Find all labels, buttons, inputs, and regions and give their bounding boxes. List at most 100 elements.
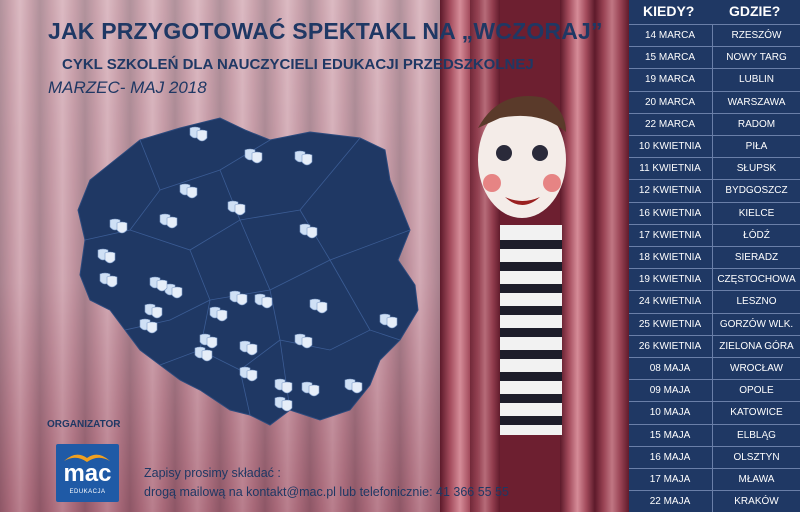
schedule-row: 19 KWIETNIA CZĘSTOCHOWA (629, 268, 800, 292)
schedule-date: 15 MAJA (649, 429, 691, 441)
schedule-city: OPOLE (739, 385, 774, 397)
schedule-city: SŁUPSK (736, 163, 777, 175)
schedule-row: 14 MARCA RZESZÓW (629, 24, 800, 48)
schedule-city: SIERADZ (734, 252, 779, 263)
schedule-date: 16 MAJA (649, 451, 691, 463)
theatre-masks-icon (379, 313, 398, 329)
column-divider (712, 24, 713, 512)
theatre-masks-icon (109, 218, 128, 234)
schedule-date: 12 KWIETNIA (638, 185, 702, 197)
schedule-city: ŁÓDŹ (743, 229, 770, 241)
where-header: GDZIE? (729, 3, 781, 19)
theatre-masks-icon (164, 283, 183, 299)
schedule-row: 26 KWIETNIA ZIELONA GÓRA (629, 334, 800, 359)
schedule-date: 16 KWIETNIA (638, 207, 702, 219)
schedule-row: 08 MAJA WROCŁAW (629, 357, 800, 381)
theatre-masks-icon (274, 378, 293, 394)
contact-info: Zapisy prosimy składać : drogą mailową n… (144, 464, 509, 502)
schedule-date: 19 MARCA (644, 74, 695, 86)
schedule-city: RZESZÓW (731, 30, 782, 41)
logo-text: mac (63, 460, 112, 487)
schedule-row: 16 MAJA OLSZTYN (629, 445, 800, 470)
schedule-city: PIŁA (745, 141, 768, 152)
schedule-table: KIEDY? GDZIE? 14 MARCA RZESZÓW 15 MARCA NOW… (629, 0, 800, 512)
theatre-masks-icon (344, 378, 363, 394)
theatre-masks-icon (244, 148, 263, 164)
theatre-masks-icon (239, 366, 258, 382)
theatre-masks-icon (179, 183, 198, 199)
schedule-date: 20 MARCA (644, 96, 695, 108)
schedule-date: 18 KWIETNIA (638, 252, 702, 263)
theatre-masks-icon (301, 381, 320, 397)
theatre-masks-icon (294, 150, 313, 166)
schedule-row: 10 KWIETNIA PIŁA (629, 135, 800, 159)
schedule-city: KATOWICE (730, 407, 783, 419)
page-title: JAK PRZYGOTOWAĆ SPEKTAKL NA „WCZORAJ” (48, 18, 603, 44)
logo-swoosh-icon (64, 454, 110, 462)
when-header: KIEDY? (643, 3, 695, 19)
schedule-row: 20 MARCA WARSZAWA (629, 90, 800, 115)
schedule-row: 09 MAJA OPOLE (629, 379, 800, 403)
schedule-city: MŁAWA (738, 474, 775, 485)
schedule-city: NOWY TARG (726, 52, 787, 64)
schedule-city: KIELCE (738, 207, 775, 219)
theatre-masks-icon (294, 333, 313, 349)
schedule-row: 25 KWIETNIA GORZÓW WLK. (629, 312, 800, 337)
schedule-date: 14 MARCA (644, 30, 695, 41)
schedule-date: 08 MAJA (649, 363, 691, 374)
schedule-date: 10 MAJA (649, 407, 691, 419)
theatre-masks-icon (189, 126, 208, 142)
poland-map (77, 117, 419, 426)
schedule-row: 22 MAJA KRAKÓW (629, 490, 800, 512)
schedule-row: 16 KWIETNIA KIELCE (629, 201, 800, 226)
organizer-label: ORGANIZATOR (47, 419, 121, 430)
theatre-masks-icon (144, 303, 163, 319)
schedule-city: LESZNO (736, 296, 777, 308)
schedule-date: 10 KWIETNIA (638, 141, 702, 152)
schedule-city: WROCŁAW (730, 363, 783, 374)
theatre-masks-icon (274, 396, 293, 412)
contact-line-2: drogą mailową na kontakt@mac.pl lub tele… (144, 485, 509, 499)
clown-child-illustration (478, 96, 566, 435)
schedule-date: 17 KWIETNIA (638, 229, 702, 241)
theatre-masks-icon (209, 306, 228, 322)
schedule-row: 11 KWIETNIA SŁUPSK (629, 157, 800, 181)
mac-logo: mac EDUKACJA (56, 444, 119, 502)
theatre-masks-icon (99, 272, 118, 288)
theatre-masks-icon (139, 318, 158, 334)
schedule-city: LUBLIN (738, 74, 774, 86)
schedule-row: 15 MARCA NOWY TARG (629, 46, 800, 70)
schedule-city: KRAKÓW (734, 496, 779, 508)
schedule-city: WARSZAWA (727, 96, 786, 108)
theatre-masks-icon (299, 223, 318, 239)
theatre-masks-icon (239, 340, 258, 356)
schedule-date: 09 MAJA (649, 385, 691, 397)
schedule-date: 22 MARCA (644, 118, 695, 130)
schedule-date: 19 KWIETNIA (638, 274, 702, 286)
schedule-row: 22 MARCA RADOM (629, 112, 800, 137)
schedule-city: BYDGOSZCZ (725, 185, 788, 197)
schedule-date: 15 MARCA (644, 52, 695, 64)
page-subtitle: CYKL SZKOLEŃ DLA NAUCZYCIELI EDUKACJI PR… (62, 56, 534, 73)
theatre-masks-icon (254, 293, 273, 309)
schedule-row: 18 KWIETNIA SIERADZ (629, 246, 800, 270)
schedule-row: 15 MAJA ELBLĄG (629, 423, 800, 448)
schedule-date: 26 KWIETNIA (638, 340, 702, 352)
theatre-masks-icon (199, 333, 218, 349)
theatre-masks-icon (97, 248, 116, 264)
schedule-row: 17 MAJA MŁAWA (629, 468, 800, 492)
schedule-date: 11 KWIETNIA (639, 163, 701, 175)
schedule-row: 10 MAJA KATOWICE (629, 401, 800, 425)
schedule-city: CZĘSTOCHOWA (717, 274, 796, 286)
schedule-row: 19 MARCA LUBLIN (629, 68, 800, 92)
schedule-city: GORZÓW WLK. (719, 318, 794, 330)
logo-subtext: EDUKACJA (69, 489, 106, 495)
schedule-city: ELBLĄG (737, 429, 776, 441)
theatre-masks-icon (159, 213, 178, 229)
theatre-masks-icon (309, 298, 328, 314)
contact-line-1: Zapisy prosimy składać : (144, 466, 281, 480)
schedule-row: 12 KWIETNIA BYDGOSZCZ (629, 179, 800, 203)
theatre-masks-icon (229, 290, 248, 306)
date-range: MARZEC- MAJ 2018 (48, 78, 207, 97)
